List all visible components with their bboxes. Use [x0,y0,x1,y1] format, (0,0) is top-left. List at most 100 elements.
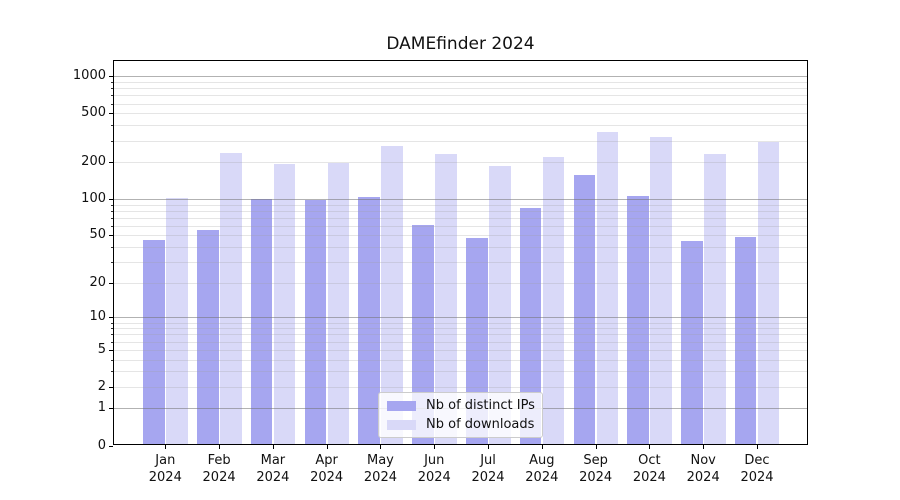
y-tick-label-50: 50 [89,227,106,243]
y-tick-1000 [109,76,113,78]
y-minortick-6 [111,341,113,343]
gridline-y-30 [113,262,808,264]
gridline-y-800 [113,88,808,90]
bar-jan-nb-of-distinct-ips [143,239,165,445]
y-tick-500 [109,113,113,115]
y-tick-label-1000: 1000 [72,68,106,84]
chart-title: DAMEfinder 2024 [386,34,535,54]
bar-mar-nb-of-downloads [273,164,296,445]
gridline-y-90 [113,204,808,206]
x-tick-label-oct: Oct 2024 [632,453,666,485]
bar-dec-nb-of-downloads [757,142,780,445]
y-minortick-700 [111,95,113,97]
bar-sep-nb-of-distinct-ips [573,175,596,445]
x-tick-label-sep: Sep 2024 [579,453,613,485]
bar-mar-nb-of-distinct-ips [250,198,273,445]
x-tick-label-feb: Feb 2024 [202,453,236,485]
y-tick-100 [109,198,113,200]
gridline-y-10 [113,317,808,319]
y-minortick-900 [111,82,113,84]
y-tick-1 [109,408,113,410]
bar-aug-nb-of-distinct-ips [519,207,542,445]
y-minortick-7 [111,334,113,336]
gridline-y-700 [113,95,808,97]
y-tick-5 [109,349,113,351]
gridline-y-40 [113,247,808,249]
x-tick-label-dec: Dec 2024 [740,453,774,485]
y-tick-label-100: 100 [81,190,106,206]
bar-jul-nb-of-downloads [489,166,511,445]
gridline-y-5 [113,349,808,351]
y-tick-label-1: 1 [97,400,106,416]
y-tick-0 [109,445,113,447]
gridline-y-300 [113,140,808,142]
top-spine [113,60,808,61]
y-minortick-300 [111,140,113,142]
x-tick-dec [756,445,758,449]
y-minortick-40 [111,247,113,249]
gridline-y-8 [113,328,808,330]
bar-dec-nb-of-distinct-ips [734,236,757,445]
legend-item-nb-of-distinct-ips: Nb of distinct IPs [387,398,535,414]
grid-layer [113,60,808,445]
y-minortick-60 [111,225,113,227]
y-tick-label-500: 500 [81,105,106,121]
bar-may-nb-of-distinct-ips [358,197,380,445]
x-tick-may [380,445,382,449]
y-tick-20 [109,282,113,284]
y-tick-10 [109,317,113,319]
x-tick-label-mar: Mar 2024 [256,453,290,485]
gridline-y-200 [113,162,808,164]
bar-nov-nb-of-downloads [704,154,726,445]
bar-jan-nb-of-downloads [166,198,188,445]
y-axis-line [113,60,114,445]
bar-apr-nb-of-distinct-ips [304,199,327,445]
bar-jun-nb-of-distinct-ips [412,225,434,445]
x-tick-nov [703,445,705,449]
y-minortick-90 [111,204,113,206]
y-minortick-3 [111,371,113,373]
y-tick-200 [109,162,113,164]
right-spine [807,60,808,445]
gridline-y-60 [113,225,808,227]
x-tick-feb [219,445,221,449]
gridline-y-500 [113,113,808,115]
x-tick-label-jun: Jun 2024 [417,453,451,485]
x-tick-jun [434,445,436,449]
bar-sep-nb-of-downloads [596,131,619,445]
x-tick-label-jul: Jul 2024 [471,453,505,485]
gridline-y-6 [113,341,808,343]
x-tick-apr [326,445,328,449]
x-tick-jul [488,445,490,449]
y-tick-label-0: 0 [97,437,106,453]
bar-feb-nb-of-downloads [220,153,242,445]
x-tick-aug [541,445,543,449]
gridline-y-50 [113,235,808,237]
bar-nov-nb-of-distinct-ips [681,240,703,445]
gridline-y-600 [113,103,808,105]
y-minortick-9 [111,322,113,324]
y-minortick-4 [111,359,113,361]
bar-jun-nb-of-downloads [435,153,457,445]
gridline-y-3 [113,371,808,373]
x-tick-label-apr: Apr 2024 [310,453,344,485]
x-tick-label-may: May 2024 [363,453,397,485]
y-minortick-800 [111,88,113,90]
bar-oct-nb-of-distinct-ips [627,195,649,445]
bar-may-nb-of-downloads [381,146,403,445]
y-tick-label-2: 2 [97,378,106,394]
gridline-y-9 [113,322,808,324]
plot-area [113,60,808,445]
x-axis-line [113,444,808,445]
x-tick-label-aug: Aug 2024 [525,453,559,485]
y-minortick-400 [111,125,113,127]
x-tick-mar [272,445,274,449]
y-tick-label-10: 10 [89,309,106,325]
y-tick-label-200: 200 [81,154,106,170]
legend-label-nb-of-distinct-ips: Nb of distinct IPs [426,398,535,413]
gridline-y-80 [113,210,808,212]
bar-oct-nb-of-downloads [650,137,672,445]
y-tick-label-20: 20 [89,274,106,290]
y-tick-2 [109,386,113,388]
gridline-y-4 [113,359,808,361]
